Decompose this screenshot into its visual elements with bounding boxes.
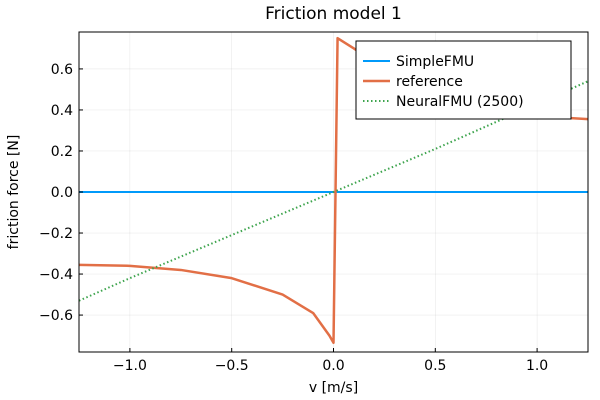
series-line-neuralfmu-2500 <box>79 80 588 302</box>
chart-title: Friction model 1 <box>265 4 402 24</box>
legend-box <box>355 40 572 120</box>
legend-label: SimpleFMU <box>396 54 474 70</box>
legend: SimpleFMU reference NeuralFMU (2500) <box>355 40 572 120</box>
x-tick-label: −1.0 <box>113 358 147 374</box>
ticks: −1.0 −0.5 0.0 0.5 1.0 −0.6 −0.4 −0.2 0.0 0.2 0.4 0.… <box>39 62 548 374</box>
legend-label: reference <box>396 74 463 90</box>
legend-label: NeuralFMU (2500) <box>396 94 524 110</box>
y-tick-label: −0.4 <box>39 267 73 283</box>
x-axis-label: v [m/s] <box>309 380 358 396</box>
x-tick-label: 1.0 <box>526 358 548 374</box>
x-tick-label: −0.5 <box>215 358 249 374</box>
y-axis-label: friction force [N] <box>6 135 22 250</box>
y-tick-label: 0.4 <box>51 103 73 119</box>
y-tick-label: −0.2 <box>39 226 73 242</box>
y-tick-label: 0.0 <box>51 185 73 201</box>
x-tick-label: 0.0 <box>322 358 344 374</box>
y-tick-label: 0.6 <box>51 62 73 78</box>
x-tick-label: 0.5 <box>424 358 446 374</box>
y-tick-label: −0.6 <box>39 308 73 324</box>
y-tick-label: 0.2 <box>51 144 73 160</box>
